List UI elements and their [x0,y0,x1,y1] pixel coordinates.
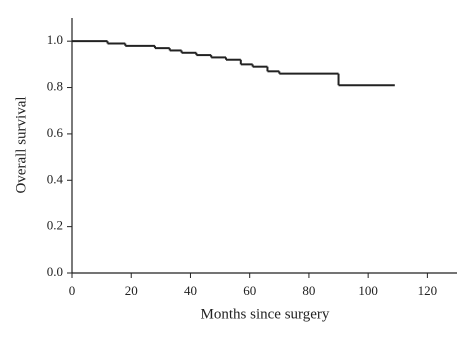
x-tick-label: 40 [184,283,197,298]
x-tick-label: 20 [125,283,138,298]
y-tick-label: 0.0 [47,264,63,279]
y-tick-label: 0.4 [47,171,64,186]
x-tick-label: 0 [69,283,76,298]
x-tick-label: 80 [302,283,315,298]
y-tick-label: 0.6 [47,125,64,140]
y-axis-label: Overall survival [13,96,29,193]
x-tick-label: 120 [418,283,438,298]
x-tick-label: 100 [358,283,378,298]
y-tick-label: 1.0 [47,32,63,47]
y-tick-label: 0.2 [47,218,63,233]
x-axis-label: Months since surgery [201,306,330,322]
y-tick-label: 0.8 [47,79,63,94]
x-tick-label: 60 [243,283,256,298]
